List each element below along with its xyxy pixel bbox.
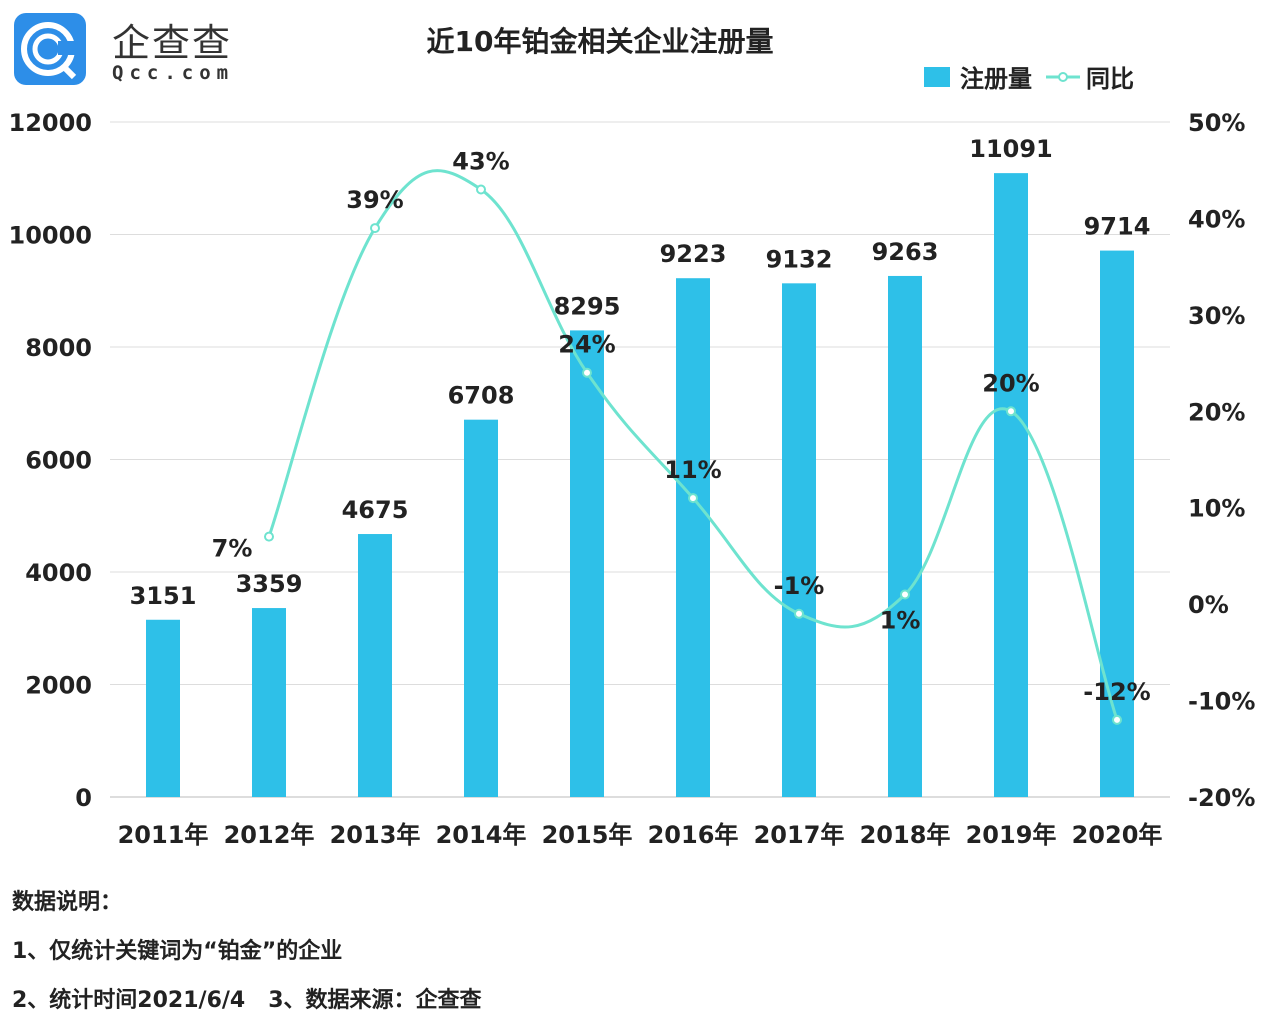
bar-value-label: 3359 (236, 570, 303, 598)
bar (146, 619, 180, 797)
x-tick-label: 2014年 (436, 821, 527, 849)
y-right-tick-label: 0% (1188, 591, 1229, 619)
legend-bar-label: 注册量 (960, 65, 1032, 93)
notes-heading: 数据说明： (12, 890, 123, 915)
notes-line-2: 2、统计时间2021/6/4 3、数据来源：企查查 (12, 988, 482, 1013)
bar (676, 278, 710, 797)
yoy-point (370, 223, 380, 234)
logo-text-en: Qcc.com (112, 62, 235, 84)
yoy-value-label: 24% (558, 331, 615, 359)
bar-value-label: 3151 (130, 582, 197, 610)
yoy-value-label: -1% (774, 572, 825, 600)
bar-value-label: 6708 (448, 382, 515, 410)
yoy-point (264, 531, 274, 542)
x-tick-label: 2011年 (118, 821, 209, 849)
y-left-tick-label: 10000 (9, 222, 93, 250)
x-tick-label: 2020年 (1072, 821, 1163, 849)
yoy-value-label: 39% (346, 186, 403, 214)
y-right-tick-label: 50% (1188, 109, 1245, 137)
bar (252, 608, 286, 797)
bar-value-label: 4675 (342, 496, 409, 524)
yoy-value-label: 20% (982, 369, 1039, 397)
y-right-tick-label: 40% (1188, 205, 1245, 233)
yoy-point (900, 589, 910, 600)
yoy-point (794, 608, 804, 619)
legend-line-marker (1058, 72, 1068, 82)
yoy-value-label: 11% (664, 456, 721, 484)
bar (570, 330, 604, 797)
bar (782, 283, 816, 797)
bar (888, 275, 922, 797)
bar-value-label: 11091 (969, 135, 1053, 163)
bar-value-label: 9263 (872, 238, 939, 266)
yoy-point (688, 493, 698, 504)
x-tick-label: 2018年 (860, 821, 951, 849)
bar (1100, 250, 1134, 797)
y-right-tick-label: 30% (1188, 302, 1245, 330)
y-right-tick-label: 20% (1188, 398, 1245, 426)
bar-value-label: 9714 (1084, 213, 1151, 241)
legend-line-label: 同比 (1086, 65, 1134, 93)
yoy-value-label: 7% (212, 535, 253, 563)
bar (994, 173, 1028, 798)
legend-bar-swatch (924, 67, 950, 87)
bar (358, 534, 392, 797)
yoy-value-label: 1% (880, 607, 921, 635)
x-tick-label: 2019年 (966, 821, 1057, 849)
x-tick-label: 2012年 (224, 821, 315, 849)
data-notes: 数据说明： 1、仅统计关键词为“铂金”的企业 2、统计时间2021/6/4 3、… (12, 878, 482, 1025)
y-left-tick-label: 12000 (9, 109, 93, 137)
yoy-value-label: -12% (1083, 678, 1150, 706)
yoy-value-label: 43% (452, 148, 509, 176)
y-left-tick-label: 8000 (25, 334, 92, 362)
yoy-point (582, 367, 592, 378)
bar-value-label: 8295 (554, 292, 621, 320)
x-tick-label: 2013年 (330, 821, 421, 849)
x-tick-label: 2016年 (648, 821, 739, 849)
logo-text-cn: 企查查 (112, 21, 233, 65)
y-left-tick-label: 2000 (25, 672, 92, 700)
y-left-tick-label: 6000 (25, 447, 92, 475)
yoy-point (476, 184, 486, 195)
x-tick-label: 2017年 (754, 821, 845, 849)
chart: 0 2000 4000 6000 8000 10000 12000 -20% -10% 0% 10%… (9, 65, 1256, 849)
chart-title: 近10年铂金相关企业注册量 (426, 25, 774, 58)
yoy-point (1006, 406, 1016, 417)
qcc-logo: 企查查 Qcc.com (12, 8, 242, 85)
y-right-tick-label: -10% (1188, 688, 1255, 716)
bar-value-label: 9223 (660, 240, 727, 268)
logo-icon (14, 13, 86, 85)
bar-value-label: 9132 (766, 245, 833, 273)
bar (464, 419, 498, 797)
notes-line-1: 1、仅统计关键词为“铂金”的企业 (12, 939, 343, 964)
y-right-tick-label: 10% (1188, 495, 1245, 523)
y-left-tick-label: 0 (75, 784, 92, 812)
x-tick-label: 2015年 (542, 821, 633, 849)
y-left-tick-label: 4000 (25, 559, 92, 587)
yoy-point (1112, 714, 1122, 725)
y-right-tick-label: -20% (1188, 784, 1255, 812)
